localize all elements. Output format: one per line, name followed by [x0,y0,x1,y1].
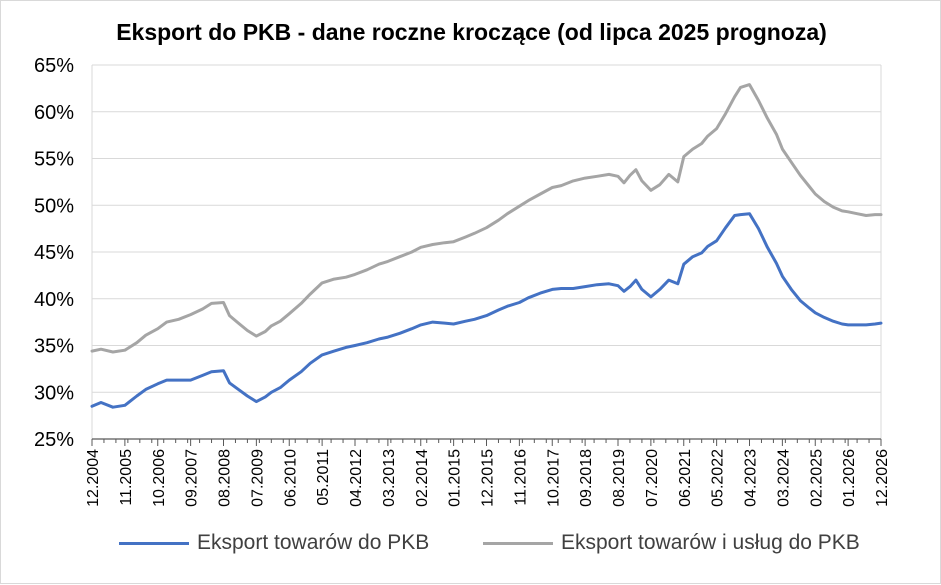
x-tick-label: 07.2009 [249,449,266,507]
x-tick-label: 03.2013 [381,449,398,507]
x-tick-label: 07.2020 [644,449,661,507]
x-tick-label: 12.2026 [874,449,891,507]
x-tick-label: 11.2016 [512,449,529,506]
x-tick-label: 03.2024 [775,449,792,507]
chart-legend: Eksport towarów do PKB Eksport towarów i… [1,531,941,561]
x-tick-label: 09.2018 [578,449,595,507]
x-tick-label: 12.2004 [85,449,102,507]
y-tick-label: 25% [34,429,74,451]
x-tick-label: 08.2019 [611,449,628,507]
legend-swatch-exports-goods [119,541,189,545]
gridlines [92,64,881,393]
x-tick-label: 09.2007 [184,449,201,507]
x-tick-label: 11.2005 [118,449,135,506]
y-tick-label: 40% [34,289,74,311]
x-tick-label: 10.2017 [545,449,562,507]
y-tick-label: 45% [34,242,74,264]
x-tick-label: 02.2014 [414,449,431,507]
legend-label-exports-goods-services: Eksport towarów i usług do PKB [561,531,860,554]
x-tick-label: 06.2010 [282,449,299,507]
legend-item-exports-goods-services: Eksport towarów i usług do PKB [483,531,860,555]
x-tick-label: 10.2006 [151,449,168,507]
y-tick-label: 55% [34,149,74,171]
x-tick-label: 04.2012 [348,449,365,507]
y-tick-label: 30% [34,382,74,404]
x-tick-labels: 12.2004 11.2005 10.2006 09.2007 08.2008 07.20… [85,449,891,507]
y-tick-labels: 25% 30% 35% 40% 45% 50% 55% 60% 65% [34,55,74,451]
y-tick-label: 60% [34,102,74,124]
legend-swatch-exports-goods-services [483,541,553,545]
x-tick-label: 12.2015 [480,449,497,507]
y-tick-label: 50% [34,195,74,217]
x-tick-label: 04.2023 [743,449,760,507]
series-line-exports-goods-services [90,83,883,354]
y-tick-label: 65% [34,55,74,77]
series-lines [90,83,883,409]
x-tick-label: 06.2021 [677,449,694,507]
axes [91,65,882,446]
series-line-exports-goods [90,212,883,409]
legend-label-exports-goods: Eksport towarów do PKB [197,531,430,554]
y-tick-label: 35% [34,336,74,358]
x-tick-label: 01.2026 [841,449,858,507]
x-tick-label: 02.2025 [808,449,825,507]
chart-title: Eksport do PKB - dane roczne kroczące (o… [116,19,827,45]
legend-item-exports-goods: Eksport towarów do PKB [119,531,429,555]
x-tick-label: 05.2011 [315,449,332,506]
x-tick-label: 08.2008 [217,449,234,507]
x-tick-label: 05.2022 [710,449,727,507]
x-tick-label: 01.2015 [447,449,464,507]
